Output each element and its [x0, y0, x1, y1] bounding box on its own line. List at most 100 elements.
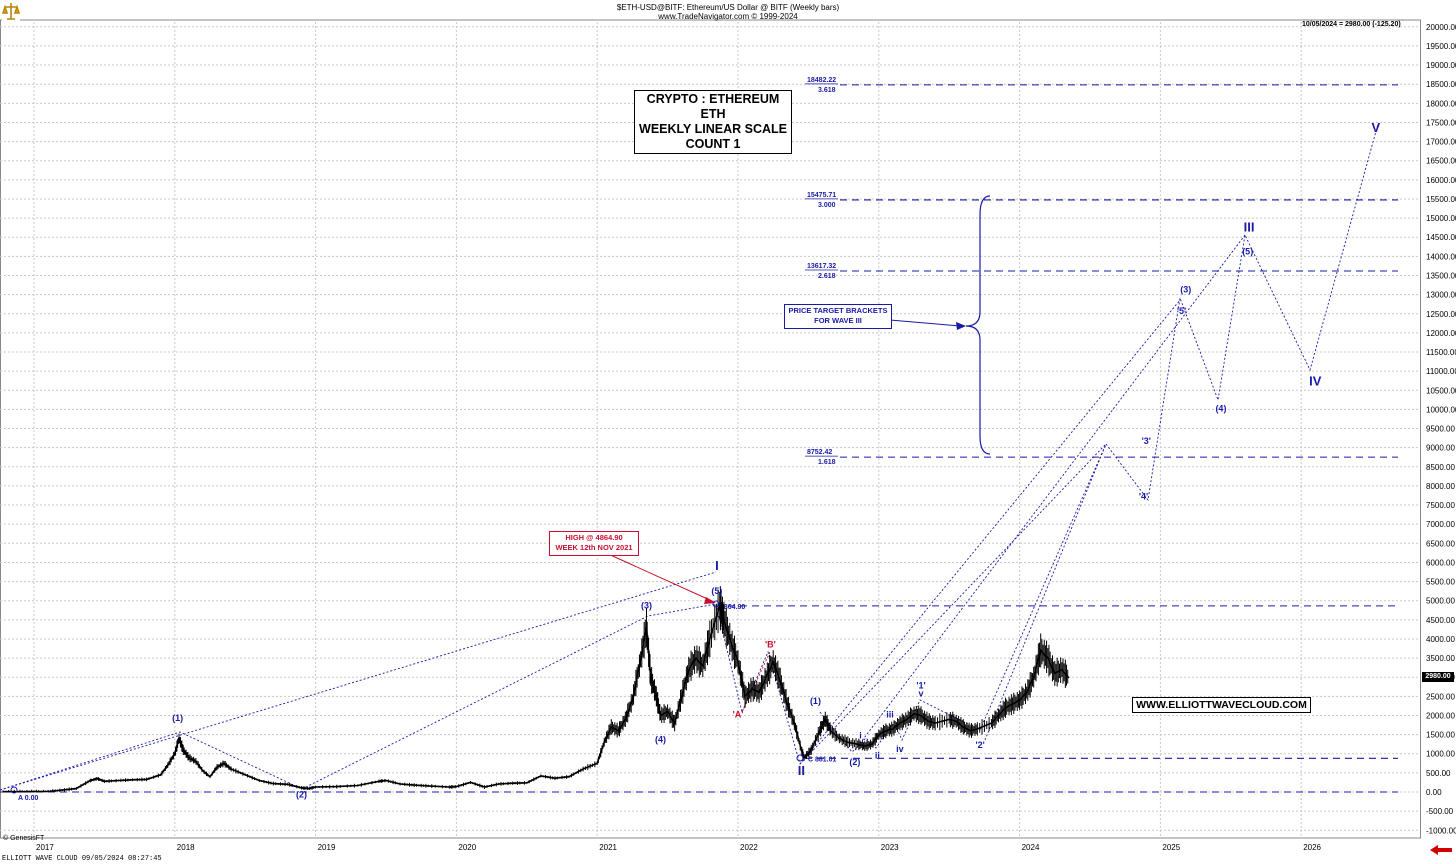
y-tick-label: 15500.00 — [1426, 195, 1456, 204]
chart-title-box: CRYPTO : ETHEREUM ETH WEEKLY LINEAR SCAL… — [634, 90, 792, 154]
fibonacci-levels: 18482.22 3.618 15475.71 3.000 13617.32 2.618 8… — [0, 77, 1398, 802]
y-tick-label: 15000.00 — [1426, 214, 1456, 223]
wave-label: I — [715, 558, 719, 573]
note-line: HIGH @ 4864.90 — [565, 533, 623, 542]
x-tick-label: 2019 — [318, 843, 336, 852]
wave-label: iii — [886, 709, 894, 719]
price-target-note: PRICE TARGET BRACKETS FOR WAVE III — [784, 304, 892, 329]
x-tick-label: 2021 — [599, 843, 617, 852]
left-arrow-icon[interactable] — [1430, 845, 1452, 855]
price-series — [2, 586, 1070, 793]
y-tick-label: 16000.00 — [1426, 176, 1456, 185]
y-tick-label: 9000.00 — [1426, 444, 1455, 453]
chart-grid — [0, 19, 1421, 839]
y-tick-label: 17000.00 — [1426, 138, 1456, 147]
wave-label: i — [859, 730, 862, 740]
y-tick-label: 6000.00 — [1426, 558, 1455, 567]
level-value-label: 13617.32 — [807, 263, 836, 270]
target-bracket — [965, 195, 991, 455]
y-tick-label: -500.00 — [1426, 807, 1454, 816]
y-tick-label: 19500.00 — [1426, 42, 1456, 51]
wave-label: (5) — [1242, 246, 1253, 256]
website-label: WWW.ELLIOTTWAVECLOUD.COM — [1132, 697, 1311, 713]
high-marker — [712, 600, 720, 608]
wave-label: (1) — [172, 713, 183, 723]
x-tick-label: 2023 — [881, 843, 899, 852]
wave-label: (4) — [655, 734, 666, 744]
y-tick-label: -1000.00 — [1426, 826, 1456, 835]
wave-label: IV — [1309, 374, 1322, 389]
y-tick-label: 10500.00 — [1426, 386, 1456, 395]
level-ratio-label: 3.618 — [818, 87, 836, 94]
y-tick-label: 9500.00 — [1426, 425, 1455, 434]
y-tick-label: 8500.00 — [1426, 463, 1455, 472]
y-tick-label: 7500.00 — [1426, 501, 1455, 510]
y-tick-label: 18500.00 — [1426, 80, 1456, 89]
origin-marker — [10, 786, 18, 794]
wave-path-ab — [741, 651, 771, 713]
chart-header-subtitle: www.TradeNavigator.com © 1999-2024 — [658, 12, 798, 21]
wave-label: (3) — [641, 600, 652, 610]
wave-label: ii — [875, 751, 880, 761]
level-ratio-label: 2.618 — [818, 273, 836, 280]
wave-label: (2) — [296, 790, 307, 800]
x-tick-label: 2020 — [458, 843, 476, 852]
y-tick-label: 12000.00 — [1426, 329, 1456, 338]
x-tick-label: 2022 — [740, 843, 758, 852]
chart-header-title: $ETH-USD@BITF: Ethereum/US Dollar @ BITF… — [616, 3, 840, 12]
y-tick-label: 0.00 — [1426, 788, 1442, 797]
level-value-label: 15475.71 — [807, 192, 836, 199]
wave-label: 'A' — [733, 709, 744, 719]
wave-label: III — [1244, 219, 1255, 234]
x-tick-label: 2017 — [36, 843, 54, 852]
y-tick-label: 17500.00 — [1426, 118, 1456, 127]
level-value-label: 18482.22 — [807, 77, 836, 84]
low-marker — [796, 754, 804, 762]
wave-path-3 — [984, 443, 1107, 741]
level-value-label: 4864.90 — [720, 604, 745, 611]
wave-label: v — [919, 688, 924, 698]
trendline-upper — [0, 571, 717, 791]
y-tick-label: 2000.00 — [1426, 711, 1455, 720]
level-value-label: 8752.42 — [807, 449, 832, 456]
y-tick-label: 18000.00 — [1426, 99, 1456, 108]
wave-path-projection — [819, 123, 1379, 753]
target-arrow-head — [956, 322, 966, 330]
wave-label: (4) — [1215, 403, 1226, 413]
note-line: FOR WAVE III — [814, 316, 862, 325]
wave-label: '2' — [976, 740, 985, 750]
axes: -1000.00 -500.00 0.00 500.00 1000.00 1500.00 2… — [36, 23, 1456, 852]
wave-label: (5) — [711, 586, 722, 596]
y-tick-label: 14000.00 — [1426, 252, 1456, 261]
y-tick-label: 20000.00 — [1426, 23, 1456, 32]
y-tick-label: 13500.00 — [1426, 271, 1456, 280]
title-line: CRYPTO : ETHEREUM — [646, 92, 780, 106]
level-ratio-label: 1.618 — [818, 459, 836, 466]
x-tick-label: 2026 — [1303, 843, 1321, 852]
last-price-tag: 2980.00 — [1422, 672, 1454, 682]
trade-navigator-logo — [2, 2, 20, 22]
wave-projections — [0, 123, 1379, 791]
copyright-text: © GenesisFT — [3, 835, 45, 842]
y-tick-label: 16500.00 — [1426, 157, 1456, 166]
wave-label: (2) — [849, 757, 860, 767]
high-note: HIGH @ 4864.90 WEEK 12th NOV 2021 — [549, 531, 639, 556]
wave-label: '3' — [1142, 436, 1151, 446]
y-tick-label: 3500.00 — [1426, 654, 1455, 663]
title-line: COUNT 1 — [685, 137, 741, 151]
title-line: ETH — [700, 107, 726, 121]
wave-label: '1' — [916, 681, 925, 691]
wave-label: '4' — [1139, 491, 1148, 501]
channel-line-a — [799, 299, 1181, 765]
y-tick-label: 11000.00 — [1426, 367, 1456, 376]
footer-timestamp: ELLIOTT WAVE CLOUD 09/05/2024 08:27:45 — [2, 855, 162, 863]
y-tick-label: 6500.00 — [1426, 539, 1455, 548]
price-line — [3, 603, 1070, 793]
wave-path-main — [0, 443, 1107, 791]
y-tick-label: 1000.00 — [1426, 750, 1455, 759]
y-tick-label: 12500.00 — [1426, 310, 1456, 319]
y-tick-label: 14500.00 — [1426, 233, 1456, 242]
y-tick-label: 13000.00 — [1426, 291, 1456, 300]
x-tick-label: 2024 — [1022, 843, 1040, 852]
